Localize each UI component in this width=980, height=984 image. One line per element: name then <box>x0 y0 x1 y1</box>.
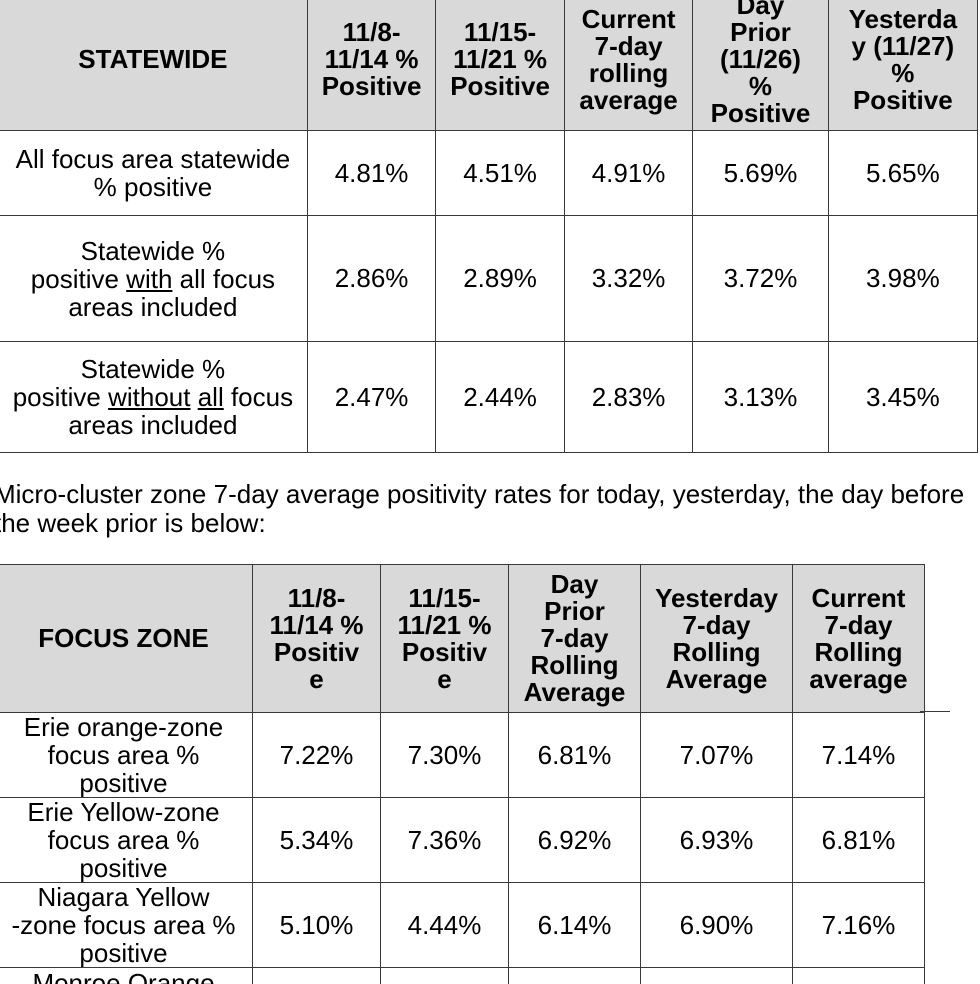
header-statewide: STATEWIDE <box>0 0 308 131</box>
row-label: Statewide % positive without all focus a… <box>0 341 308 453</box>
table-row: Statewide % positive with all focus area… <box>0 215 979 342</box>
table-cell: 4.91% <box>563 130 694 216</box>
table-row: Niagara Yellow -zone focus area % positi… <box>0 882 925 968</box>
table-cell: 5.34% <box>252 797 381 883</box>
table-cell <box>508 967 641 984</box>
table-cell <box>792 967 925 984</box>
paragraph-line-1: Micro-cluster zone 7-day average positiv… <box>0 479 965 509</box>
table-cell: 6.93% <box>640 797 793 883</box>
table-cell: 5.65% <box>827 130 979 216</box>
table-cell <box>252 967 381 984</box>
header-week-1: 11/8- 11/14 % Positive <box>306 0 437 131</box>
table-cell: 3.32% <box>563 215 694 342</box>
row-label: Erie Yellow-zone focus area % positive <box>0 797 253 883</box>
table-cell: 5.10% <box>252 882 381 968</box>
header-week-2: 11/15- 11/21 % Positive <box>435 0 565 131</box>
table-cell: 7.30% <box>380 712 509 798</box>
table-cell: 7.22% <box>252 712 381 798</box>
header-week-1: 11/8- 11/14 % Positiv e <box>252 564 381 713</box>
table-cell: 4.81% <box>306 130 437 216</box>
table-cell: 7.16% <box>792 882 925 968</box>
table-row: Monroe Orange <box>0 967 925 984</box>
header-current-rolling: Current 7-day Rolling average <box>792 564 925 713</box>
table-cell: 3.45% <box>827 341 979 453</box>
table-row: Statewide % positive without all focus a… <box>0 341 979 453</box>
table-cell <box>640 967 793 984</box>
focus-header-row: FOCUS ZONE 11/8- 11/14 % Positiv e 11/15… <box>0 564 925 713</box>
row-label: Monroe Orange <box>0 967 253 984</box>
table-row: All focus area statewide % positive 4.81… <box>0 130 979 216</box>
statewide-table: STATEWIDE 11/8- 11/14 % Positive 11/15- … <box>0 0 979 453</box>
row-label: Niagara Yellow -zone focus area % positi… <box>0 882 253 968</box>
header-yesterday: Yesterda y (11/27) % Positive <box>827 0 979 131</box>
table-row: Erie Yellow-zone focus area % positive 5… <box>0 797 925 883</box>
header-day-prior-rolling: Day Prior 7-day Rolling Average <box>508 564 641 713</box>
header-current-rolling: Current 7-day rolling average <box>563 0 694 131</box>
table-cell: 2.83% <box>563 341 694 453</box>
table-cell: 6.81% <box>508 712 641 798</box>
table-cell: 2.47% <box>306 341 437 453</box>
table-cell: 2.89% <box>435 215 565 342</box>
table-cell: 4.51% <box>435 130 565 216</box>
paragraph-line-2: the week prior is below: <box>0 508 266 538</box>
table-cell: 5.69% <box>692 130 829 216</box>
header-focus-zone: FOCUS ZONE <box>0 564 253 713</box>
table-cell: 6.92% <box>508 797 641 883</box>
table-cell: 7.14% <box>792 712 925 798</box>
table-cell <box>380 967 509 984</box>
row-label: All focus area statewide % positive <box>0 130 308 216</box>
table-cell: 6.81% <box>792 797 925 883</box>
header-yesterday-rolling: Yesterday 7-day Rolling Average <box>640 564 793 713</box>
table-cell: 3.72% <box>692 215 829 342</box>
table-cell: 3.13% <box>692 341 829 453</box>
header-day-prior: Day Prior (11/26) % Positive <box>692 0 829 131</box>
header-week-2: 11/15- 11/21 % Positiv e <box>380 564 509 713</box>
row-label: Statewide % positive with all focus area… <box>0 215 308 342</box>
focus-zone-table: FOCUS ZONE 11/8- 11/14 % Positiv e 11/15… <box>0 564 925 984</box>
table-cell: 3.98% <box>827 215 979 342</box>
header-rule-extension <box>920 711 950 712</box>
table-row: Erie orange-zone focus area % positive 7… <box>0 712 925 798</box>
table-cell: 2.86% <box>306 215 437 342</box>
table-cell: 4.44% <box>380 882 509 968</box>
row-label: Erie orange-zone focus area % positive <box>0 712 253 798</box>
table-cell: 7.36% <box>380 797 509 883</box>
table-cell: 6.90% <box>640 882 793 968</box>
statewide-header-row: STATEWIDE 11/8- 11/14 % Positive 11/15- … <box>0 0 979 131</box>
table-cell: 7.07% <box>640 712 793 798</box>
intro-paragraph: Micro-cluster zone 7-day average positiv… <box>0 480 980 538</box>
table-cell: 6.14% <box>508 882 641 968</box>
table-cell: 2.44% <box>435 341 565 453</box>
